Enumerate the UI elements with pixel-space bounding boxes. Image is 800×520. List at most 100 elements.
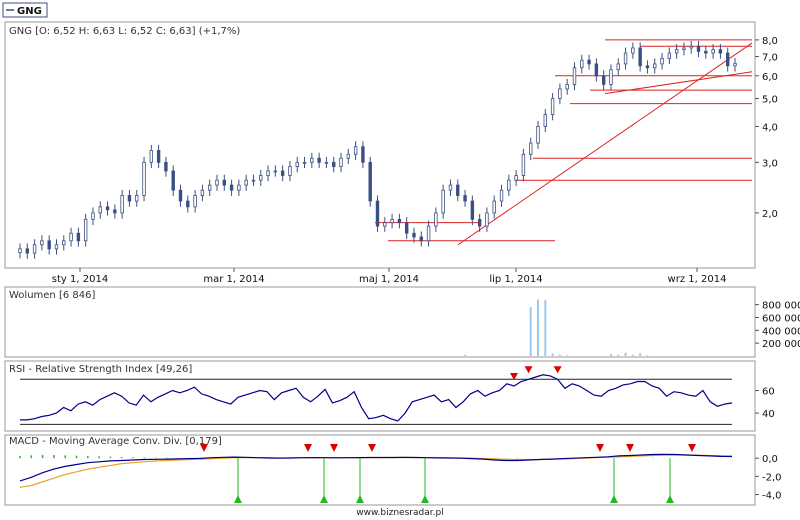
candle-body xyxy=(54,244,59,250)
volume-bar xyxy=(558,354,561,356)
candle-body xyxy=(594,63,599,77)
candle-body xyxy=(193,195,197,208)
candle-body xyxy=(164,161,168,172)
candle-body xyxy=(463,195,467,202)
rsi-y-axis: 40 60 xyxy=(755,387,775,420)
volume-bar xyxy=(631,354,634,356)
candle-body xyxy=(200,189,205,196)
price-y-tick-label: 6,0 xyxy=(762,72,778,83)
candle-body xyxy=(726,52,730,67)
price-trendline xyxy=(457,42,753,246)
candle-body xyxy=(456,184,460,196)
candle-body xyxy=(186,200,190,208)
candle-body xyxy=(98,206,102,214)
candle-body xyxy=(91,212,95,220)
volume-bar xyxy=(551,353,554,356)
macd-y-axis: -4,0 -2,0 0,0 xyxy=(755,454,782,502)
candle-body xyxy=(711,49,715,54)
macd-sell-marker xyxy=(330,444,338,452)
candle-body xyxy=(689,45,693,49)
candle-body xyxy=(580,59,584,69)
volume-y-tick-label: 400 000 xyxy=(762,326,800,337)
candle-body xyxy=(645,65,650,69)
candle-body xyxy=(543,114,548,127)
macd-y-tick-label: -2,0 xyxy=(762,472,782,483)
rsi-sell-marker xyxy=(524,366,533,374)
rsi-sell-marker xyxy=(510,373,519,381)
price-panel xyxy=(4,21,756,269)
price-y-tick-label: 8,0 xyxy=(762,36,778,47)
candle-body xyxy=(229,184,234,191)
candle-body xyxy=(404,222,409,234)
volume-bar xyxy=(646,355,649,356)
price-x-tick-label: wrz 1, 2014 xyxy=(668,274,727,285)
price-y-tick-label: 4,0 xyxy=(762,122,778,133)
macd-buy-marker xyxy=(356,495,364,503)
candle-body xyxy=(105,206,110,211)
macd-line xyxy=(19,453,733,482)
macd-lines xyxy=(19,444,733,503)
volume-bar xyxy=(544,300,547,356)
candle-body xyxy=(499,189,504,202)
candle-body xyxy=(295,161,299,167)
candle-body xyxy=(390,218,394,224)
candle-body xyxy=(120,195,124,214)
candle-body xyxy=(237,184,241,191)
macd-buy-marker xyxy=(421,495,429,503)
candle-body xyxy=(609,69,613,85)
macd-sell-marker xyxy=(626,444,634,452)
candle-body xyxy=(623,52,628,65)
candle-body xyxy=(332,161,336,167)
price-x-tick-label: sty 1, 2014 xyxy=(52,274,108,285)
price-panel-title: GNG [O: 6,52 H: 6,63 L: 6,52 C: 6,63] (+… xyxy=(9,26,240,37)
volume-bar xyxy=(464,354,467,356)
candle-body xyxy=(470,200,475,220)
volume-panel-title: Wolumen [6 846] xyxy=(9,290,95,301)
candle-body xyxy=(696,45,701,52)
candle-body xyxy=(273,170,278,173)
candle-body xyxy=(419,236,423,242)
candle-body xyxy=(149,150,154,163)
macd-buy-marker xyxy=(234,495,242,503)
rsi-panel-title: RSI - Relative Strength Index [49,26] xyxy=(9,364,192,375)
macd-buy-marker xyxy=(610,495,618,503)
volume-bar xyxy=(529,307,532,356)
candle-body xyxy=(587,59,591,65)
candle-body xyxy=(251,179,256,182)
macd-buy-marker xyxy=(320,495,328,503)
footer-source: www.biznesradar.pl xyxy=(356,508,443,518)
candle-body xyxy=(485,212,489,227)
candle-body xyxy=(704,50,708,54)
candle-body xyxy=(178,189,183,202)
candle-body xyxy=(346,153,351,159)
macd-sell-marker xyxy=(596,444,604,452)
candle-body xyxy=(514,175,518,181)
macd-sell-marker xyxy=(368,444,376,452)
macd-panel-title: MACD - Moving Average Conv. Div. [0,179] xyxy=(9,436,222,447)
volume-bar xyxy=(566,355,569,356)
candle-body xyxy=(288,166,292,176)
candle-body xyxy=(156,150,161,163)
candle-body xyxy=(47,240,51,250)
candle-body xyxy=(529,142,533,155)
candle-body xyxy=(368,161,372,202)
candle-body xyxy=(507,179,511,191)
candle-body xyxy=(565,84,569,90)
candle-body xyxy=(259,175,263,181)
volume-y-tick-label: 600 000 xyxy=(762,313,800,324)
candle-body xyxy=(441,189,445,214)
candle-body xyxy=(244,179,248,186)
macd-sell-marker xyxy=(200,444,208,452)
candle-body xyxy=(660,57,664,65)
rsi-y-tick-label: 60 xyxy=(762,387,775,398)
candle-body xyxy=(222,179,226,186)
candle-body xyxy=(558,88,562,99)
candle-body xyxy=(536,126,540,144)
volume-bars xyxy=(464,299,649,356)
rsi-sell-marker xyxy=(553,366,562,374)
candle-body xyxy=(492,200,496,214)
volume-y-tick-label: 800 000 xyxy=(762,301,800,312)
macd-sell-marker xyxy=(688,444,696,452)
candle-body xyxy=(40,240,44,246)
